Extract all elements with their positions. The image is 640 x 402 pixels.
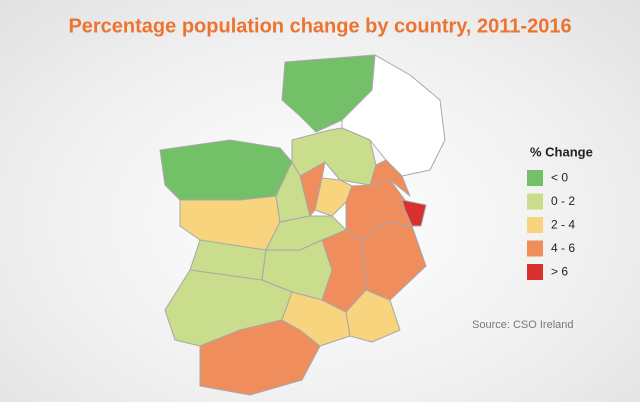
county [401, 199, 427, 227]
legend-label: 4 - 6 [551, 241, 575, 255]
legend-swatch [527, 240, 543, 257]
legend-label: > 6 [551, 265, 568, 279]
region-outline [341, 54, 446, 177]
legend: < 0 0 - 2 2 - 4 4 - 6 > 6 [527, 170, 575, 280]
legend-label: 0 - 2 [551, 194, 575, 208]
legend-label: 2 - 4 [551, 218, 575, 232]
county-layer [159, 54, 446, 396]
legend-swatch [527, 264, 543, 280]
legend-swatch [527, 193, 543, 210]
county [179, 195, 281, 251]
source-note: Source: CSO Ireland [472, 319, 574, 331]
legend-swatch [527, 217, 543, 233]
map-title: Percentage population change by country,… [68, 15, 571, 37]
county [369, 159, 411, 197]
legend-title: % Change [530, 144, 593, 159]
county [361, 221, 427, 301]
legend-swatch [527, 170, 543, 186]
legend-label: < 0 [551, 171, 568, 185]
